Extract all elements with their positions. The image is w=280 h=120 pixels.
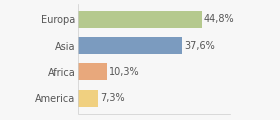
Text: 37,6%: 37,6% bbox=[184, 41, 215, 51]
Bar bbox=[78, 90, 99, 107]
Text: 7,3%: 7,3% bbox=[101, 93, 125, 103]
Bar bbox=[78, 11, 202, 28]
Bar bbox=[78, 37, 182, 54]
Bar bbox=[78, 63, 107, 81]
Text: 44,8%: 44,8% bbox=[204, 14, 234, 24]
Text: 10,3%: 10,3% bbox=[109, 67, 139, 77]
